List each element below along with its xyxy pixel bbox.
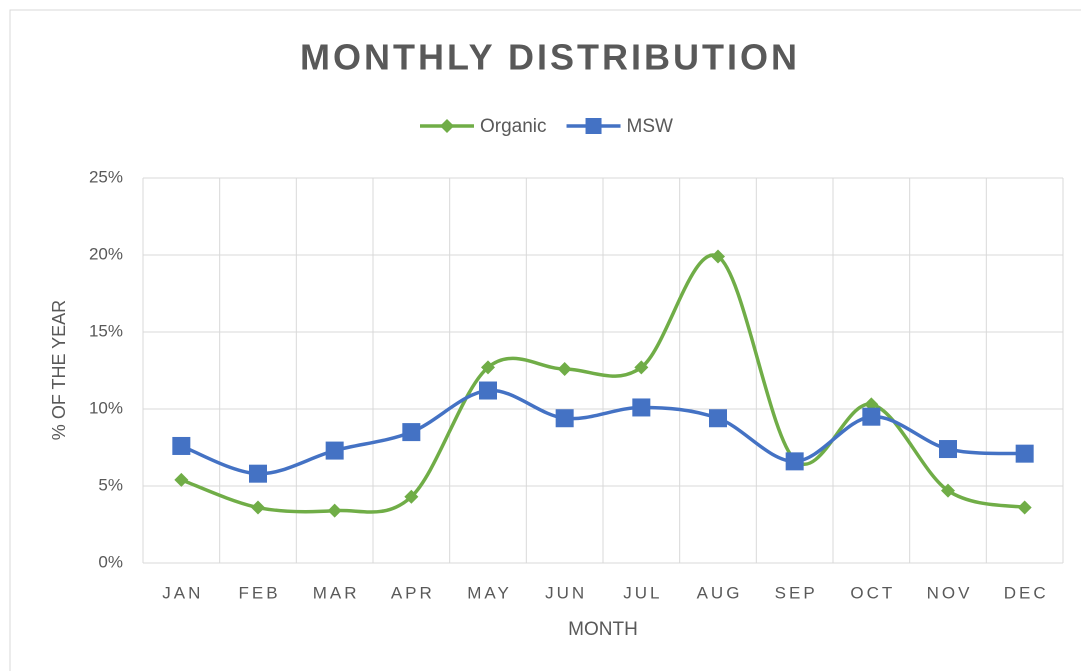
marker (585, 118, 602, 134)
marker (939, 440, 957, 459)
marker (172, 436, 191, 455)
chart-frame (9, 9, 1081, 671)
legend-label: MSW (627, 116, 674, 137)
marker (402, 423, 421, 442)
y-tick-label: 0% (98, 552, 123, 571)
marker (479, 381, 497, 400)
x-tick-label: JUL (623, 583, 662, 602)
marker (557, 361, 572, 376)
x-tick-label: APR (391, 583, 435, 602)
x-tick-label: NOV (927, 583, 973, 602)
y-tick-label: 15% (89, 321, 123, 340)
marker (709, 409, 727, 428)
y-tick-label: 10% (89, 398, 123, 417)
marker (1015, 444, 1034, 463)
y-tick-label: 5% (98, 475, 123, 494)
marker (404, 489, 419, 504)
marker (632, 398, 651, 417)
y-tick-label: 25% (89, 167, 123, 186)
x-tick-label: MAR (313, 583, 360, 602)
chart-title: MONTHLY DISTRIBUTION (300, 37, 800, 78)
marker (555, 409, 574, 428)
x-tick-label: DEC (1004, 583, 1049, 602)
marker (251, 500, 265, 515)
marker (1017, 500, 1032, 515)
legend-label: Organic (480, 116, 547, 137)
y-tick-label: 20% (89, 244, 123, 263)
marker (941, 483, 955, 498)
x-tick-label: MAY (467, 583, 512, 602)
marker (249, 464, 267, 483)
marker (174, 472, 189, 487)
marker (440, 119, 454, 133)
marker (862, 407, 881, 426)
x-tick-label: OCT (850, 583, 895, 602)
x-tick-label: FEB (238, 583, 280, 602)
marker (634, 360, 649, 375)
marker (325, 441, 344, 460)
x-axis-label: MONTH (568, 619, 638, 640)
x-tick-label: JUN (545, 583, 587, 602)
x-tick-label: AUG (697, 583, 743, 602)
marker (327, 503, 342, 518)
marker (785, 452, 804, 471)
x-tick-label: JAN (162, 583, 203, 602)
y-axis-label: % OF THE YEAR (49, 300, 69, 440)
marker (481, 360, 495, 375)
marker (711, 249, 725, 264)
x-tick-label: SEP (775, 583, 818, 602)
legend: Organic MSW (420, 116, 673, 137)
